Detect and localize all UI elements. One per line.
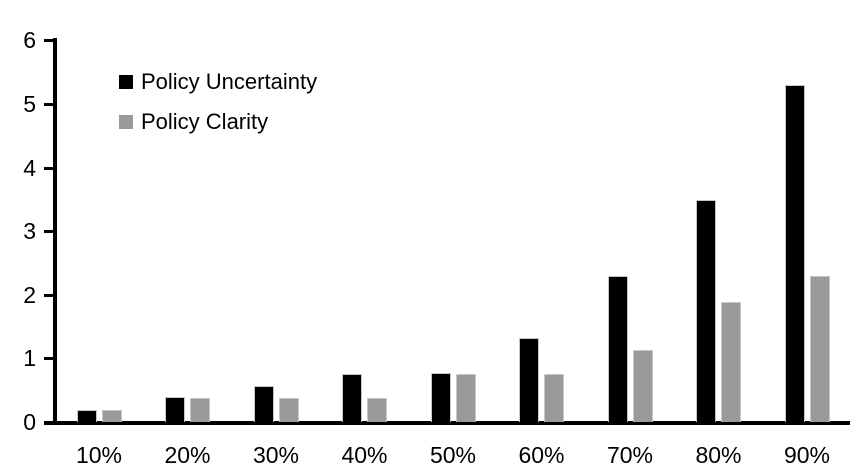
bar-policy-clarity-70 — [632, 349, 653, 423]
x-axis-label-50: 50% — [429, 442, 477, 468]
bar-policy-uncertainty-20 — [165, 397, 185, 423]
y-axis-label-4: 4 — [23, 154, 36, 181]
bar-policy-uncertainty-90 — [784, 85, 805, 423]
y-axis-tick-2 — [44, 293, 53, 297]
bar-policy-clarity-10 — [101, 409, 122, 423]
y-axis-tick-5 — [44, 103, 53, 106]
y-axis-label-2: 2 — [23, 281, 36, 308]
y-axis-label-5: 5 — [23, 91, 36, 117]
legend-item-policy-uncertainty: Policy Uncertainty — [119, 68, 317, 95]
y-axis-line — [53, 38, 57, 424]
bar-policy-clarity-40 — [367, 398, 387, 423]
y-axis-tick-1 — [44, 357, 53, 361]
y-axis-tick-6 — [44, 39, 53, 43]
bar-policy-clarity-50 — [455, 373, 476, 423]
bar-policy-clarity-30 — [278, 398, 299, 423]
y-axis-label-1: 1 — [23, 345, 36, 372]
legend-swatch-policy-uncertainty-icon — [119, 74, 133, 89]
x-axis-line — [44, 421, 850, 425]
bar-policy-uncertainty-40 — [342, 374, 362, 423]
y-axis-tick-0 — [44, 421, 53, 424]
bar-policy-uncertainty-30 — [253, 386, 274, 423]
y-axis-label-0: 0 — [23, 409, 36, 435]
x-axis-label-90: 90% — [783, 442, 831, 468]
bar-policy-uncertainty-60 — [519, 337, 539, 423]
x-axis-label-40: 40% — [341, 442, 388, 468]
y-axis-label-6: 6 — [23, 27, 36, 54]
bar-policy-clarity-90 — [809, 276, 830, 423]
y-axis-tick-4 — [44, 166, 53, 170]
bar-policy-uncertainty-10 — [76, 409, 97, 423]
legend-swatch-policy-clarity-icon — [119, 114, 133, 129]
bar-policy-clarity-60 — [544, 373, 564, 423]
bar-policy-uncertainty-80 — [696, 199, 716, 423]
bar-policy-uncertainty-50 — [430, 372, 451, 423]
x-axis-label-70: 70% — [606, 442, 654, 468]
x-axis-label-80: 80% — [695, 442, 742, 468]
y-axis-label-3: 3 — [23, 218, 36, 245]
bar-policy-clarity-80 — [721, 301, 741, 423]
x-axis-label-30: 30% — [252, 442, 300, 468]
legend-label-policy-clarity: Policy Clarity — [141, 108, 269, 134]
chart-legend: Policy Uncertainty Policy Clarity — [119, 68, 317, 148]
legend-item-policy-clarity: Policy Clarity — [119, 108, 317, 135]
x-axis-label-20: 20% — [164, 442, 211, 468]
legend-label-policy-uncertainty: Policy Uncertainty — [141, 68, 318, 94]
x-axis-label-60: 60% — [518, 442, 565, 468]
bar-policy-clarity-20 — [190, 398, 210, 423]
x-axis-label-10: 10% — [75, 442, 123, 468]
y-axis-tick-3 — [44, 230, 53, 234]
bar-policy-uncertainty-70 — [607, 276, 628, 423]
